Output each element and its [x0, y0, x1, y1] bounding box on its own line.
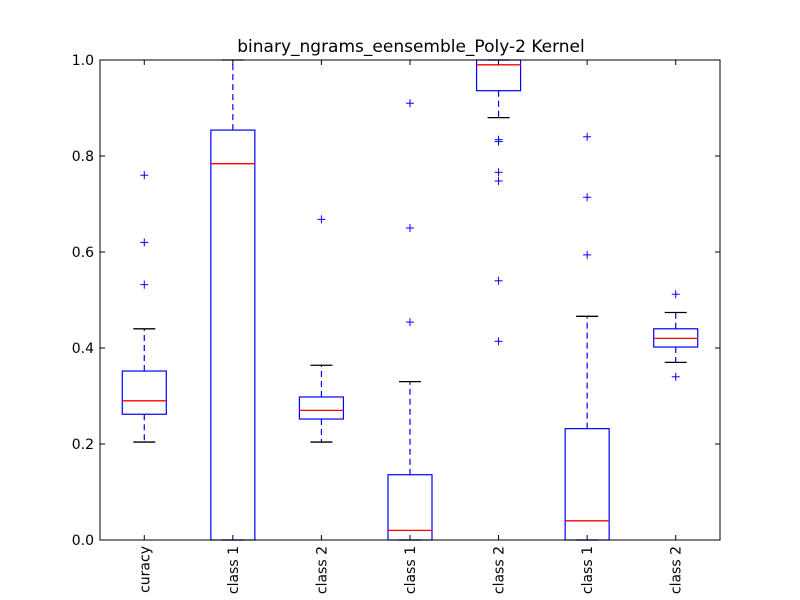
flier-point [406, 99, 414, 108]
flier-point [406, 224, 414, 232]
chart-title: binary_ngrams_eensemble_Poly-2 Kernel [237, 37, 584, 57]
flier-point [140, 238, 149, 247]
y-tick-label: 0.4 [72, 341, 94, 357]
flier-point [494, 276, 503, 285]
y-tick-label: 0.2 [72, 437, 94, 453]
axes-layer [99, 59, 721, 541]
flier-point [494, 176, 503, 185]
flier-point [406, 318, 414, 327]
y-tick-label: 0.8 [72, 149, 94, 165]
flier-point [583, 132, 592, 141]
x-tick-label: class 2 [314, 546, 330, 594]
flier-point [140, 280, 149, 289]
x-tick-labels: curacy class 1 class 2 class 1 class 2 class … [137, 546, 684, 594]
box [121, 370, 167, 415]
box-group [387, 99, 433, 541]
x-tick-label: class 1 [580, 546, 596, 594]
flier-point [494, 337, 503, 346]
x-tick-label: curacy [137, 546, 153, 593]
y-tick-label: 0.0 [72, 533, 94, 549]
box [564, 428, 610, 541]
y-tick-label: 1.0 [72, 53, 94, 69]
y-tick-labels: 0.0 0.2 0.4 0.6 0.8 1.0 [72, 53, 94, 549]
x-tick-label: class 2 [669, 546, 685, 594]
flier-point [140, 171, 149, 180]
box-group [210, 59, 256, 541]
box [298, 396, 345, 420]
x-tick-label: class 1 [403, 546, 419, 594]
flier-point [671, 290, 680, 299]
flier-point [583, 250, 592, 259]
box-group [653, 290, 699, 381]
y-tick-label: 0.6 [72, 245, 94, 261]
flier-point [671, 372, 680, 381]
plot-frame [99, 59, 721, 541]
box-group [475, 59, 522, 346]
flier-point [494, 135, 503, 144]
flier-point [494, 168, 503, 177]
box-group [298, 215, 345, 443]
box [210, 129, 256, 541]
boxes-layer [121, 59, 699, 541]
x-tick-label: class 1 [226, 546, 242, 594]
box-group [121, 171, 167, 443]
flier-point [583, 193, 592, 202]
box-group [564, 132, 610, 541]
flier-point [317, 215, 326, 224]
x-tick-label: class 2 [492, 546, 508, 594]
